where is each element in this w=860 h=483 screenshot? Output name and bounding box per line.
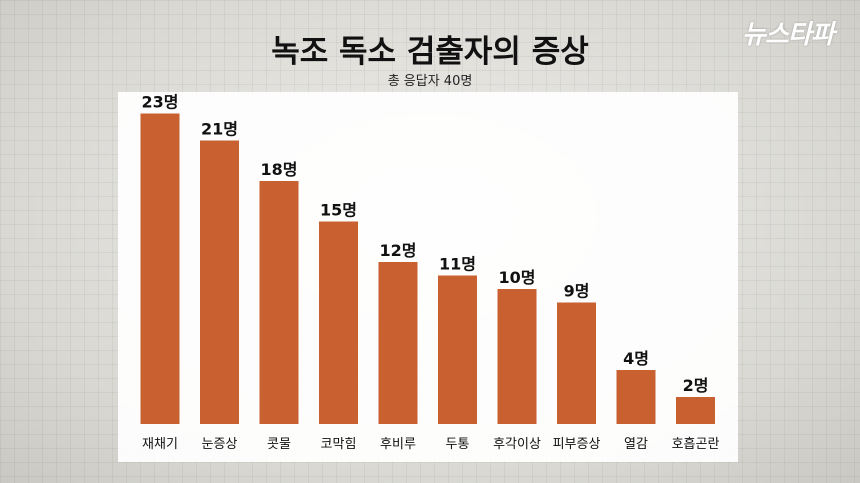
bar-4 xyxy=(319,221,358,424)
category-labels-group: 재채기 눈증상 콧물 코막힘 후비루 두통 후각이상 피부증상 열감 호흡곤란 xyxy=(142,437,719,452)
chart-subtitle: 총 응답자 40명 xyxy=(387,74,473,89)
bar-5 xyxy=(378,262,418,424)
bar-3 xyxy=(259,181,299,424)
category-label-1: 재채기 xyxy=(142,437,178,452)
bars-group xyxy=(140,113,715,424)
chart-title: 녹조 독소 검출자의 증상 xyxy=(271,34,589,70)
bar-1 xyxy=(140,113,180,424)
value-label-9: 4명 xyxy=(623,349,649,368)
value-label-1: 23명 xyxy=(142,93,179,112)
value-label-8: 9명 xyxy=(564,282,590,301)
category-label-6: 두통 xyxy=(446,437,470,452)
value-label-2: 21명 xyxy=(201,120,238,139)
category-label-8: 피부증상 xyxy=(553,437,601,452)
value-label-5: 12명 xyxy=(380,241,417,260)
category-label-10: 호흡곤란 xyxy=(672,437,720,452)
value-label-7: 10명 xyxy=(499,268,536,287)
category-label-3: 콧물 xyxy=(267,437,291,452)
value-label-6: 11명 xyxy=(439,255,476,274)
category-label-5: 후비루 xyxy=(380,437,416,452)
category-label-7: 후각이상 xyxy=(493,437,541,452)
category-label-9: 열감 xyxy=(624,437,648,452)
value-label-3: 18명 xyxy=(261,160,298,179)
bar-2 xyxy=(200,140,239,424)
value-labels-group: 23명 21명 18명 15명 12명 11명 10명 9명 4명 2명 xyxy=(142,93,709,396)
value-label-4: 15명 xyxy=(320,201,357,220)
bar-8 xyxy=(557,302,596,424)
category-label-4: 코막힘 xyxy=(321,437,357,452)
bar-6 xyxy=(438,275,477,424)
bar-7 xyxy=(497,289,537,424)
bar-9 xyxy=(616,370,656,424)
bar-10 xyxy=(676,397,715,424)
brand-logo: 뉴스타파 xyxy=(742,20,835,50)
category-label-2: 눈증상 xyxy=(202,437,238,452)
value-label-10: 2명 xyxy=(683,376,709,395)
